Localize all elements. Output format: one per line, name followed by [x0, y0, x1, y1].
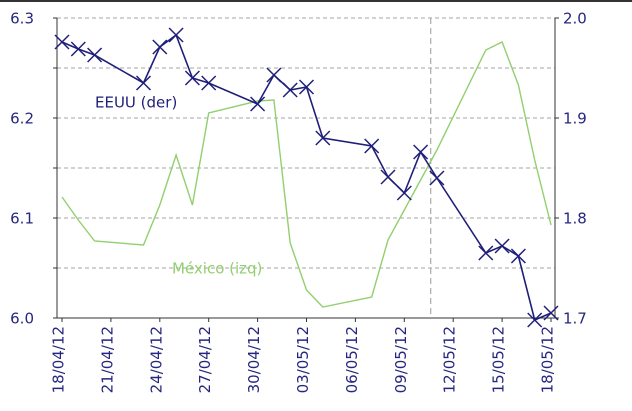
x-tick-label: 18/04/12 [50, 326, 68, 393]
marker [429, 170, 445, 186]
marker-stroke [364, 138, 380, 154]
y2-tick-label: 1.8 [563, 210, 587, 228]
marker-stroke [201, 75, 217, 91]
marker-stroke [87, 47, 103, 63]
marker-stroke [282, 82, 298, 98]
marker [201, 75, 217, 91]
marker [527, 312, 543, 328]
marker [543, 305, 559, 321]
marker [494, 238, 510, 254]
marker [70, 41, 86, 57]
marker-stroke [315, 130, 331, 146]
marker-stroke [250, 96, 266, 112]
marker [298, 79, 315, 95]
y2-tick-label: 1.9 [563, 110, 587, 128]
marker-stroke [429, 170, 445, 186]
marker [510, 248, 526, 264]
x-tick-label: 27/04/12 [196, 326, 214, 393]
marker [396, 185, 412, 201]
marker-stroke [135, 75, 152, 91]
y-tick-label: 6.1 [10, 210, 34, 228]
marker-stroke [152, 39, 168, 55]
y-tick-label: 6.0 [10, 310, 34, 328]
marker [478, 245, 494, 261]
marker [152, 39, 168, 55]
marker-stroke [380, 169, 396, 185]
marker [184, 70, 200, 86]
x-tick-label: 12/05/12 [441, 326, 459, 393]
marker [87, 47, 103, 63]
marker [380, 169, 396, 185]
marker [135, 75, 152, 91]
marker-stroke [510, 248, 526, 264]
marker-stroke [527, 312, 543, 328]
y2-tick-label: 2.0 [563, 10, 587, 28]
series-label: EEUU (der) [95, 94, 177, 112]
series-line [61, 41, 552, 308]
marker [315, 130, 331, 146]
marker-stroke [478, 245, 494, 261]
marker [168, 27, 184, 43]
marker-stroke [54, 34, 70, 50]
marker-stroke [266, 67, 282, 83]
x-tick-label: 15/05/12 [490, 326, 508, 393]
marker-stroke [413, 144, 429, 160]
series-line [61, 33, 552, 322]
x-tick-label: 24/04/12 [147, 326, 165, 393]
marker [54, 34, 70, 50]
marker-stroke [494, 238, 510, 254]
x-tick-label: 03/05/12 [294, 326, 312, 393]
marker-stroke [543, 305, 559, 321]
marker [250, 96, 266, 112]
marker [413, 144, 429, 160]
marker [266, 67, 282, 83]
y-tick-label: 6.2 [10, 110, 34, 128]
x-tick-label: 09/05/12 [392, 326, 410, 393]
marker-stroke [70, 41, 86, 57]
x-tick-label: 21/04/12 [98, 326, 116, 393]
y-tick-label: 6.3 [10, 10, 34, 28]
marker-stroke [184, 70, 200, 86]
x-tick-label: 06/05/12 [343, 326, 361, 393]
marker-stroke [298, 79, 315, 95]
marker-stroke [396, 185, 412, 201]
marker [364, 138, 380, 154]
marker-stroke [168, 27, 184, 43]
x-tick-label: 30/04/12 [245, 326, 263, 393]
x-tick-label: 18/05/12 [539, 326, 557, 393]
y2-tick-label: 1.7 [563, 310, 587, 328]
marker [282, 82, 298, 98]
series-label: México (izq) [172, 260, 262, 278]
